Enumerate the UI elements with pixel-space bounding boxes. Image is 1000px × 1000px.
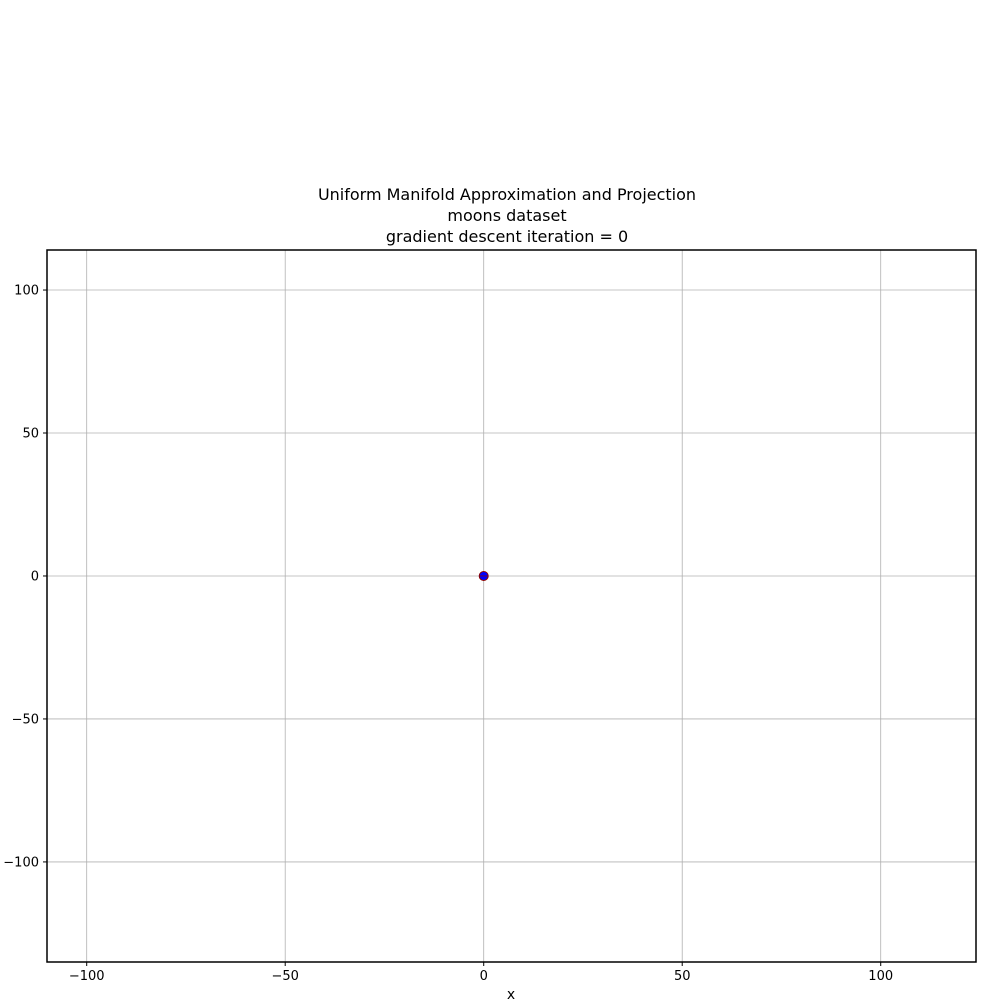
y-tick-label: −50 [12, 712, 39, 727]
chart-title-line-1: Uniform Manifold Approximation and Proje… [318, 185, 696, 204]
x-axis-ticks: −100 −50 0 50 100 [69, 962, 893, 984]
chart-title-line-2: moons dataset [447, 206, 566, 225]
x-tick-label: −100 [69, 969, 105, 984]
x-tick-label: 50 [674, 969, 691, 984]
y-tick-label: 50 [22, 427, 39, 442]
chart-title-line-3: gradient descent iteration = 0 [386, 227, 628, 246]
y-tick-label: −100 [3, 855, 39, 870]
y-axis-ticks: −100 −50 0 50 100 [3, 284, 47, 870]
x-tick-label: 0 [480, 969, 488, 984]
y-tick-label: 100 [14, 284, 39, 299]
plot-area-frame [46, 249, 977, 963]
grid [47, 250, 976, 962]
x-tick-label: 100 [868, 969, 893, 984]
chart-title: Uniform Manifold Approximation and Proje… [318, 185, 696, 246]
x-tick-label: −50 [271, 969, 298, 984]
x-axis-label: x [507, 987, 515, 1000]
y-tick-label: 0 [31, 569, 39, 584]
scatter-points [478, 570, 489, 581]
